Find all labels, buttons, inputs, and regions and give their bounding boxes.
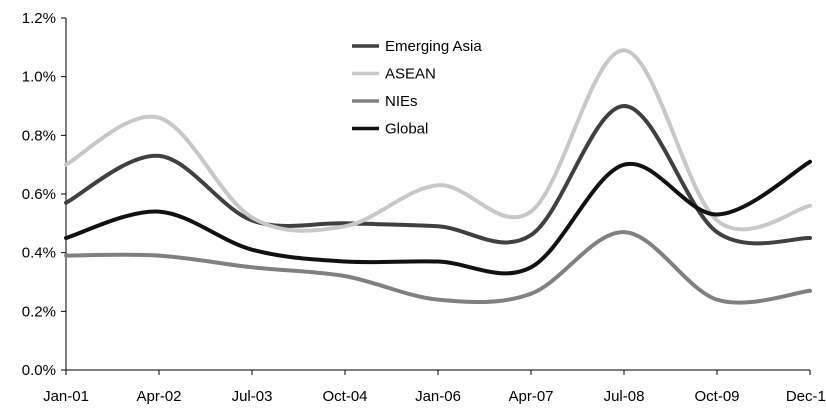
data-point-asean [64,163,68,167]
data-point-global [808,160,812,164]
data-point-global [622,163,626,167]
data-point-global [64,236,68,240]
legend-label-global: Global [385,121,428,138]
x-tick-label: Oct-09 [694,388,739,405]
y-tick-label: 1.0% [22,69,56,86]
data-point-nies [64,254,68,258]
data-point-global [343,259,347,263]
legend-label-nies: NIEs [385,93,418,110]
data-point-asean [250,215,254,219]
data-point-emerging-asia [157,154,161,158]
y-tick-label: 0.8% [22,127,56,144]
data-point-emerging-asia [808,236,812,240]
y-tick-label: 0.6% [22,186,56,203]
series-lines [64,48,812,305]
data-point-global [715,213,719,217]
data-point-asean [436,183,440,187]
x-tick-label: Apr-07 [508,388,553,405]
data-point-asean [157,116,161,120]
data-point-nies [622,230,626,234]
data-point-asean [715,218,719,222]
data-point-asean [808,204,812,208]
x-axis-tick-labels: Jan-01 Apr-02 Jul-03 Oct-04 Jan-06 Apr-07 Jul-… [43,388,826,405]
data-point-nies [436,298,440,302]
x-tick-label: Jul-03 [232,388,273,405]
data-point-nies [250,265,254,269]
x-tick-label: Dec-10 [786,388,826,405]
data-point-nies [529,292,533,296]
y-tick-label: 0.4% [22,245,56,262]
data-point-asean [529,210,533,214]
data-point-global [250,248,254,252]
x-tick-label: Jan-01 [43,388,89,405]
data-point-emerging-asia [622,104,626,108]
data-point-asean [343,224,347,228]
data-point-global [157,210,161,214]
chart-axes [61,17,811,375]
series-line-nies [64,230,812,305]
y-axis-tick-labels: 0.0% 0.2% 0.4% 0.6% 0.8% 1.0% 1.2% [22,10,56,379]
data-point-emerging-asia [529,233,533,237]
data-point-nies [808,289,812,293]
x-tick-label: Jul-08 [604,388,645,405]
legend-label-emerging-asia: Emerging Asia [385,38,482,55]
legend: Emerging Asia ASEAN NIEs Global [352,38,482,138]
x-tick-label: Oct-04 [322,388,367,405]
data-point-emerging-asia [436,224,440,228]
data-point-nies [343,274,347,278]
data-point-emerging-asia [715,230,719,234]
x-tick-label: Apr-02 [136,388,181,405]
data-point-asean [622,48,626,52]
y-tick-label: 1.2% [22,10,56,27]
x-tick-label: Jan-06 [415,388,461,405]
data-point-nies [715,298,719,302]
data-point-nies [157,254,161,258]
series-line-global [64,159,812,276]
y-tick-label: 0.0% [22,362,56,379]
y-tick-label: 0.2% [22,303,56,320]
series-line-asean [64,48,812,233]
data-point-global [529,265,533,269]
legend-label-asean: ASEAN [385,66,436,83]
data-point-global [436,259,440,263]
data-point-emerging-asia [64,201,68,205]
series-line-emerging-asia [64,103,812,246]
